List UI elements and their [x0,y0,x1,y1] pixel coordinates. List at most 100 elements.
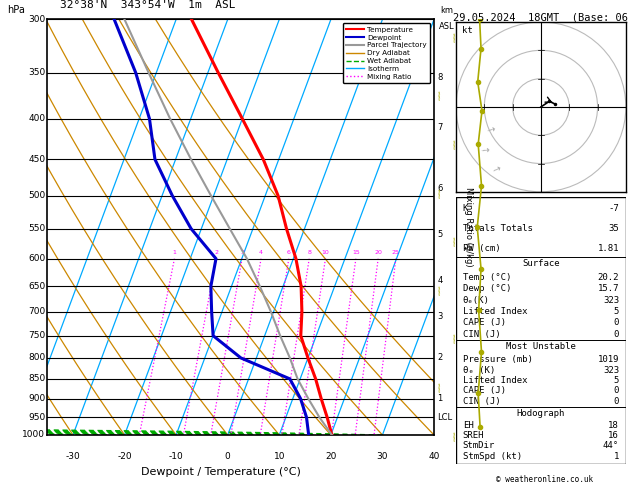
Text: ASL: ASL [439,22,454,31]
Text: 18: 18 [608,421,619,430]
Text: 4: 4 [259,250,263,255]
Text: 400: 400 [28,114,45,123]
Text: 3: 3 [240,250,244,255]
Text: 20: 20 [325,451,337,461]
Text: PW (cm): PW (cm) [463,244,501,254]
Text: 1.81: 1.81 [598,244,619,254]
Text: /: / [451,335,457,346]
Text: 700: 700 [28,307,45,316]
Text: 0: 0 [225,451,231,461]
Text: 29.05.2024  18GMT  (Base: 06): 29.05.2024 18GMT (Base: 06) [454,12,629,22]
Legend: Temperature, Dewpoint, Parcel Trajectory, Dry Adiabat, Wet Adiabat, Isotherm, Mi: Temperature, Dewpoint, Parcel Trajectory… [343,23,430,84]
Text: km: km [440,5,453,15]
Text: Surface: Surface [522,259,560,268]
Text: 1: 1 [172,250,176,255]
Text: 6: 6 [287,250,291,255]
Text: 30: 30 [377,451,388,461]
Text: 850: 850 [28,374,45,383]
Text: 350: 350 [28,68,45,77]
Text: 32°38'N  343°54'W  1m  ASL: 32°38'N 343°54'W 1m ASL [60,0,235,10]
Text: 900: 900 [28,394,45,403]
Text: -10: -10 [169,451,184,461]
Text: 8: 8 [308,250,311,255]
Text: 1000: 1000 [22,431,45,439]
Text: 15.7: 15.7 [598,284,619,293]
Text: Hodograph: Hodograph [517,409,565,418]
Text: /: / [436,286,442,297]
Text: 15: 15 [352,250,360,255]
Text: -20: -20 [117,451,132,461]
Text: 550: 550 [28,224,45,233]
Text: 0: 0 [614,330,619,339]
Text: Pressure (mb): Pressure (mb) [463,355,533,364]
Text: 20: 20 [374,250,382,255]
Text: CIN (J): CIN (J) [463,397,501,406]
Text: 800: 800 [28,353,45,363]
Text: -7: -7 [608,204,619,213]
Text: /: / [451,238,457,248]
Text: CAPE (J): CAPE (J) [463,318,506,328]
Text: 323: 323 [603,295,619,305]
Text: 323: 323 [603,366,619,375]
Text: EH: EH [463,421,474,430]
Text: 3: 3 [437,312,443,321]
Text: 500: 500 [28,191,45,200]
Text: 44°: 44° [603,441,619,451]
Text: θₑ(K): θₑ(K) [463,295,490,305]
Text: 0: 0 [614,386,619,396]
Text: K: K [463,204,468,213]
Text: /: / [436,92,442,103]
Text: 10: 10 [321,250,330,255]
Text: Mixing Ratio (g/kg): Mixing Ratio (g/kg) [464,188,473,267]
Text: 25: 25 [392,250,400,255]
Text: 6: 6 [437,184,443,193]
Text: Most Unstable: Most Unstable [506,342,576,351]
Text: StmSpd (kt): StmSpd (kt) [463,451,522,461]
Text: /: / [451,432,457,443]
Text: 5: 5 [614,307,619,316]
Text: /: / [436,383,442,394]
Text: 1: 1 [614,451,619,461]
Text: 5: 5 [437,230,442,240]
Text: $\nearrow$: $\nearrow$ [477,142,492,156]
Text: LCL: LCL [437,414,452,422]
Text: 300: 300 [28,15,45,24]
Text: 650: 650 [28,282,45,291]
Text: /: / [436,189,442,200]
Text: Temp (°C): Temp (°C) [463,273,511,281]
Text: 950: 950 [28,413,45,422]
Text: Dewp (°C): Dewp (°C) [463,284,511,293]
Text: 35: 35 [608,225,619,233]
Text: CIN (J): CIN (J) [463,330,501,339]
Text: 5: 5 [614,376,619,385]
Text: /: / [451,140,457,151]
Text: Lifted Index: Lifted Index [463,376,527,385]
Text: 10: 10 [274,451,285,461]
Text: 7: 7 [437,123,443,132]
Text: © weatheronline.co.uk: © weatheronline.co.uk [496,474,593,484]
Text: 2: 2 [214,250,218,255]
Text: Lifted Index: Lifted Index [463,307,527,316]
Text: 0: 0 [614,397,619,406]
Text: 2: 2 [437,353,442,363]
Text: θₑ (K): θₑ (K) [463,366,495,375]
Text: 40: 40 [428,451,440,461]
Text: Dewpoint / Temperature (°C): Dewpoint / Temperature (°C) [142,467,301,477]
Text: $\nearrow$: $\nearrow$ [489,163,503,176]
Text: 16: 16 [608,431,619,440]
Text: 1: 1 [437,394,442,403]
Text: 20.2: 20.2 [598,273,619,281]
Text: hPa: hPa [7,4,25,15]
Text: Totals Totals: Totals Totals [463,225,533,233]
Text: SREH: SREH [463,431,484,440]
Text: StmDir: StmDir [463,441,495,451]
Text: 600: 600 [28,254,45,263]
Text: 1019: 1019 [598,355,619,364]
Text: /: / [451,34,457,44]
Text: 0: 0 [614,318,619,328]
Text: 750: 750 [28,331,45,340]
Text: 4: 4 [437,277,442,285]
Text: $\nearrow$: $\nearrow$ [483,122,497,137]
Text: -30: -30 [65,451,81,461]
Text: 8: 8 [437,73,443,82]
